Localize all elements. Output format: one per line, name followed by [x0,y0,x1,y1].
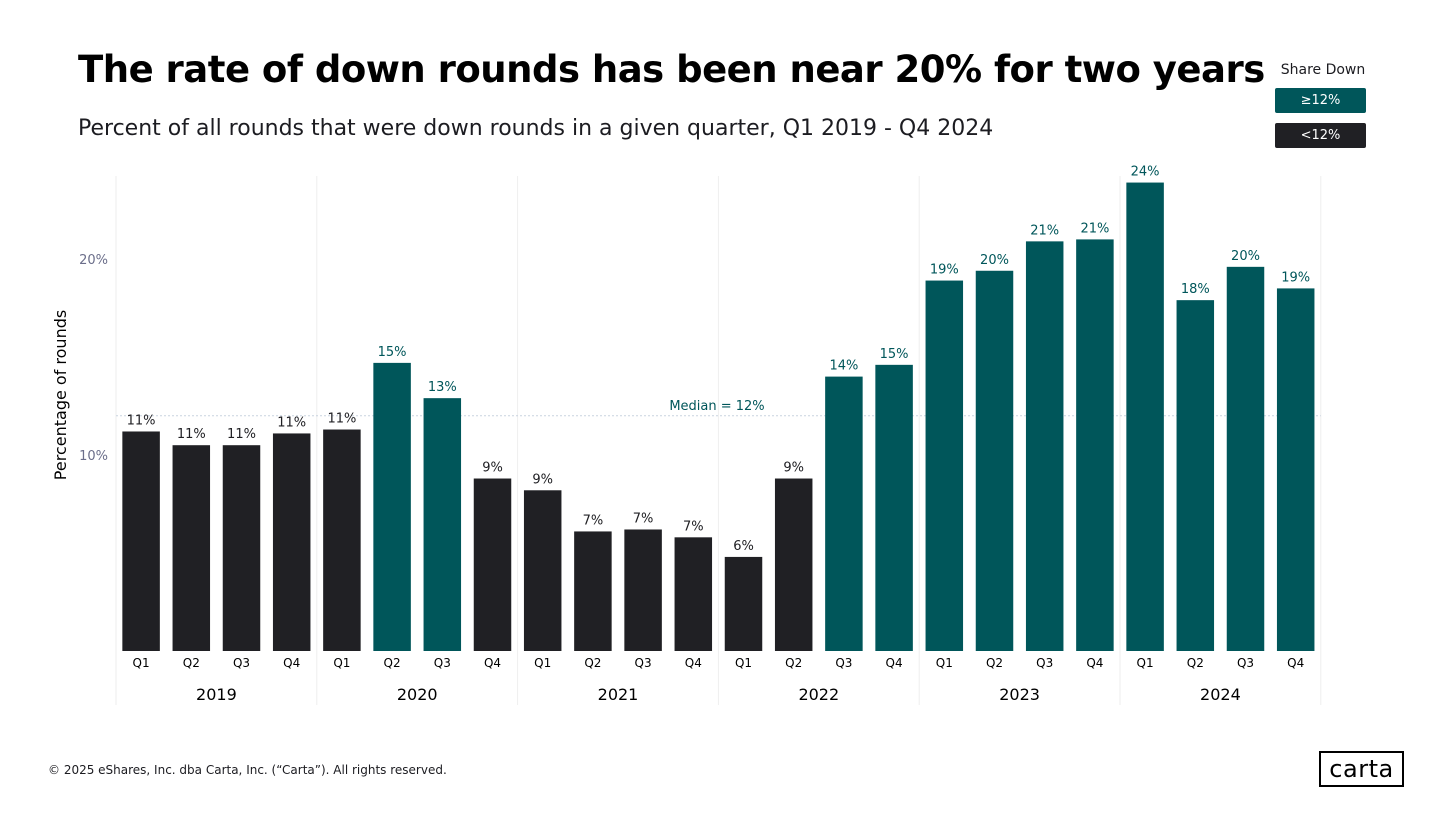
bar [774,478,813,651]
bar [624,529,662,651]
bar [1276,288,1315,651]
bar [473,478,512,651]
bar [272,433,311,651]
y-axis-title: Percentage of rounds [51,310,70,480]
x-tick-label: Q3 [635,656,652,670]
x-tick-label: Q4 [283,656,300,670]
legend-item-high: ≥12% [1275,88,1366,113]
bar-value-label: 20% [1231,249,1260,264]
x-tick-label: Q4 [1086,656,1103,670]
x-tick-label: Q1 [333,656,350,670]
legend-item-low: <12% [1275,123,1366,148]
bar [875,364,913,651]
chart-subtitle: Percent of all rounds that were down rou… [78,116,994,141]
x-tick-label: Q2 [785,656,802,670]
bar [1226,266,1265,651]
y-tick-label: 10% [79,449,108,464]
bar-value-label: 21% [1080,221,1109,236]
bar [323,429,361,651]
bar [1025,241,1064,652]
x-tick-label: Q3 [1237,656,1254,670]
x-tick-label: Q2 [183,656,200,670]
y-tick-label: 20% [79,253,108,268]
bar [122,431,160,651]
x-tick-label: Q1 [133,656,150,670]
bar [975,270,1014,651]
bar [674,537,713,651]
bar-value-label: 9% [482,461,503,476]
x-tick-label: Q1 [534,656,551,670]
bar-value-label: 15% [880,347,909,362]
x-tick-label: Q4 [886,656,903,670]
x-tick-label: Q1 [1137,656,1154,670]
x-tick-label: Q3 [1036,656,1053,670]
x-tick-label: Q1 [735,656,752,670]
bar [172,445,211,651]
year-label: 2023 [999,685,1040,704]
bar [925,280,964,651]
x-tick-label: Q4 [685,656,702,670]
bar-value-label: 11% [327,412,356,427]
carta-logo: carta [1319,751,1404,787]
x-tick-label: Q3 [233,656,250,670]
chart-title: The rate of down rounds has been near 20… [78,48,1265,91]
legend-title: Share Down [1280,62,1366,78]
bar-value-label: 19% [930,263,959,278]
bar [1176,300,1215,651]
footer-copyright: © 2025 eShares, Inc. dba Carta, Inc. (“C… [48,763,447,777]
bar-value-label: 11% [227,427,256,442]
x-tick-label: Q3 [835,656,852,670]
bar-value-label: 9% [783,461,804,476]
bar-value-label: 18% [1181,282,1210,297]
year-label: 2022 [798,685,839,704]
x-tick-label: Q2 [584,656,601,670]
bar-value-label: 7% [583,513,604,528]
bar [574,531,612,651]
bar-value-label: 19% [1281,270,1310,285]
bar-value-label: 11% [277,415,306,430]
x-tick-label: Q3 [434,656,451,670]
bar [1076,239,1114,651]
x-tick-label: Q1 [936,656,953,670]
bar [423,398,462,651]
bar-value-label: 7% [683,519,704,534]
bar-value-label: 9% [532,472,553,487]
bar [825,376,863,651]
median-label: Median = 12% [669,399,764,414]
bar-value-label: 11% [127,413,156,428]
bar-value-label: 6% [733,539,754,554]
year-label: 2020 [397,685,438,704]
bar [222,445,261,651]
bar [523,490,562,651]
bar-value-label: 13% [428,380,457,395]
year-label: 2019 [196,685,237,704]
bar-value-label: 14% [829,359,858,374]
x-tick-label: Q2 [986,656,1003,670]
bar-value-label: 11% [177,427,206,442]
bar-value-label: 7% [633,511,654,526]
x-tick-label: Q2 [384,656,401,670]
bar-value-label: 24% [1131,165,1160,180]
bar [373,362,411,651]
bar [1126,182,1164,651]
bar-value-label: 15% [378,345,407,360]
bar [724,556,763,651]
x-tick-label: Q4 [484,656,501,670]
year-label: 2024 [1200,685,1241,704]
bar-value-label: 20% [980,253,1009,268]
x-tick-label: Q2 [1187,656,1204,670]
legend: Share Down ≥12% <12% [1268,62,1378,158]
year-label: 2021 [598,685,639,704]
x-tick-label: Q4 [1287,656,1304,670]
bar-value-label: 21% [1030,223,1059,238]
